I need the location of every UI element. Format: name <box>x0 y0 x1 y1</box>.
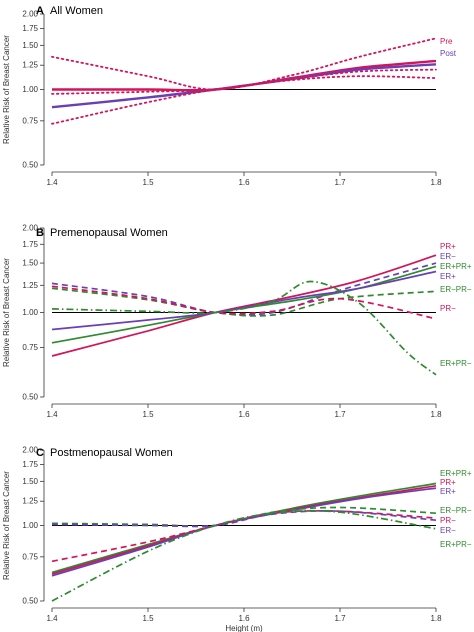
x-tick-label: 1.5 <box>142 178 154 187</box>
series-line-ci <box>51 37 437 91</box>
panel-letter: B <box>36 227 44 239</box>
series-line <box>51 510 437 528</box>
series-label: ER+PR+ <box>440 262 472 271</box>
series-label: PR− <box>440 304 456 313</box>
y-tick-label: 2.00 <box>22 446 38 455</box>
series-line <box>51 487 437 577</box>
y-tick-label: 1.50 <box>22 477 38 486</box>
y-tick-label: 1.75 <box>22 240 38 249</box>
y-tick-label: 1.75 <box>22 24 38 33</box>
y-tick-label: 1.00 <box>22 308 38 317</box>
x-tick-label: 1.4 <box>46 178 58 187</box>
series-label: ER−PR− <box>440 506 472 515</box>
series-label: ER+PR+ <box>440 469 472 478</box>
series-label: ER+ <box>440 272 456 281</box>
panel-letter: A <box>36 5 44 17</box>
panel-title: Premenopausal Women <box>50 227 168 239</box>
series-line <box>51 270 437 331</box>
series-label: ER+PR− <box>440 540 472 549</box>
series-label: Post <box>440 49 457 58</box>
panel-c: C Postmenopausal Women Relative Risk of Br… <box>2 446 472 624</box>
y-tick-label: 2.00 <box>22 10 38 19</box>
panel-title: Postmenopausal Women <box>50 447 173 459</box>
panel-title: All Women <box>50 5 103 17</box>
series-label: Pre <box>440 37 453 46</box>
y-tick-label: 0.50 <box>22 161 38 170</box>
series-label: ER−PR− <box>440 285 472 294</box>
x-tick-label: 1.6 <box>238 614 250 623</box>
series-line-ci <box>51 75 437 125</box>
y-axis-title: Relative Risk of Breast Cancer <box>2 258 11 367</box>
series-label: ER+PR− <box>440 359 472 368</box>
series-line <box>51 285 437 320</box>
series-label: PR+ <box>440 242 456 251</box>
series-line-ci <box>51 68 437 95</box>
y-tick-label: 2.00 <box>22 224 38 233</box>
x-tick-label: 1.8 <box>430 178 442 187</box>
x-tick-label: 1.4 <box>46 410 58 419</box>
y-tick-label: 0.75 <box>22 116 38 125</box>
x-tick-label: 1.4 <box>46 614 58 623</box>
series-line <box>51 509 437 602</box>
series-line <box>51 254 437 357</box>
series-line <box>51 280 437 376</box>
panel-letter: C <box>36 447 44 459</box>
y-tick-label: 1.00 <box>22 85 38 94</box>
x-tick-label: 1.7 <box>334 178 346 187</box>
x-tick-label: 1.7 <box>334 614 346 623</box>
y-tick-label: 1.25 <box>22 61 38 70</box>
series-line <box>51 287 437 317</box>
x-tick-label: 1.8 <box>430 614 442 623</box>
y-tick-label: 1.50 <box>22 259 38 268</box>
y-tick-label: 1.75 <box>22 460 38 469</box>
series-line <box>51 509 437 563</box>
series-label: PR+ <box>440 478 456 487</box>
series-label: ER− <box>440 526 456 535</box>
series-line <box>51 484 437 575</box>
x-tick-label: 1.5 <box>142 410 154 419</box>
x-axis-title: Height (m) <box>225 624 263 632</box>
panel-b: B Premenopausal Women Relative Risk of Bre… <box>2 224 472 420</box>
series-label: ER− <box>440 252 456 261</box>
series-label: ER+ <box>440 487 456 496</box>
x-tick-label: 1.5 <box>142 614 154 623</box>
y-tick-label: 1.25 <box>22 281 38 290</box>
y-tick-label: 0.50 <box>22 597 38 606</box>
y-axis-title: Relative Risk of Breast Cancer <box>2 35 11 144</box>
y-tick-label: 0.75 <box>22 343 38 352</box>
x-tick-label: 1.6 <box>238 410 250 419</box>
y-tick-label: 1.25 <box>22 497 38 506</box>
series-line <box>51 506 437 528</box>
y-tick-label: 1.00 <box>22 521 38 530</box>
y-tick-label: 0.50 <box>22 393 38 402</box>
y-tick-label: 0.75 <box>22 552 38 561</box>
y-axis-title: Relative Risk of Breast Cancer <box>2 471 11 580</box>
y-tick-label: 1.50 <box>22 41 38 50</box>
x-tick-label: 1.7 <box>334 410 346 419</box>
x-tick-label: 1.8 <box>430 410 442 419</box>
series-label: PR− <box>440 516 456 525</box>
panel-a: A All Women Relative Risk of Breast Cancer… <box>2 5 457 187</box>
x-tick-label: 1.6 <box>238 178 250 187</box>
